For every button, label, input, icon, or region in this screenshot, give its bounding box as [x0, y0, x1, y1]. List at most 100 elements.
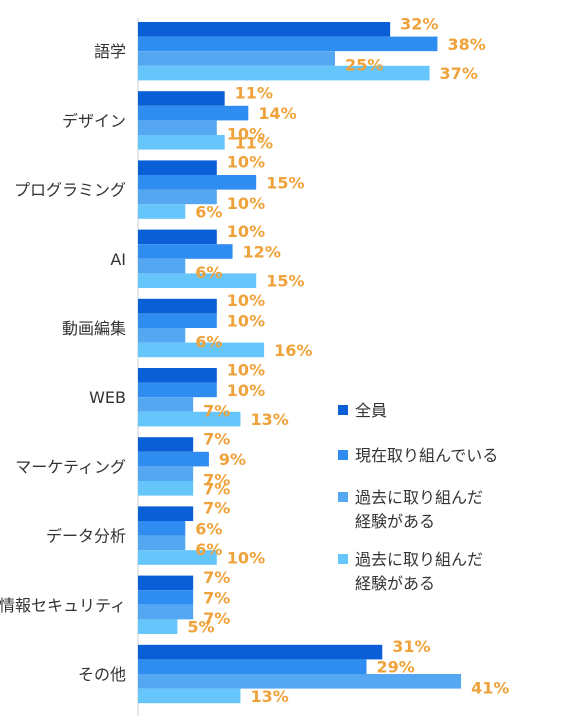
data-label: 6%	[195, 519, 222, 538]
bar	[138, 521, 186, 536]
data-label: 25%	[345, 56, 383, 75]
bar	[138, 229, 217, 245]
data-label: 7%	[203, 499, 230, 518]
data-label: 7%	[203, 402, 230, 421]
data-label: 7%	[203, 609, 230, 628]
bars	[138, 22, 462, 704]
bar	[138, 688, 241, 704]
data-label: 16%	[274, 341, 312, 360]
legend-label: 過去に取り組んだ	[355, 488, 483, 507]
bar	[138, 328, 186, 343]
data-label: 12%	[243, 243, 281, 262]
data-label: 10%	[227, 381, 265, 400]
category-label: AI	[110, 250, 126, 269]
bar	[138, 644, 383, 660]
bar	[138, 411, 241, 427]
bar	[138, 674, 462, 689]
data-label: 11%	[235, 84, 273, 103]
legend-label: 過去に取り組んだ	[355, 550, 483, 569]
bar	[138, 258, 186, 274]
category-label: 動画編集	[62, 319, 126, 338]
bar	[138, 189, 217, 205]
data-label: 10%	[227, 549, 265, 568]
legend-swatch	[338, 450, 348, 460]
bar	[138, 575, 194, 591]
bar	[138, 481, 194, 496]
category-label: 語学	[94, 42, 126, 61]
bar	[138, 397, 194, 412]
bar	[138, 135, 225, 150]
category-label: マーケティング	[15, 457, 126, 476]
data-label: 10%	[227, 153, 265, 172]
data-label: 7%	[203, 589, 230, 608]
data-label: 31%	[392, 637, 430, 656]
data-label: 7%	[203, 479, 230, 498]
category-label: プログラミング	[14, 181, 126, 200]
bar	[138, 105, 249, 121]
bar	[138, 342, 265, 358]
data-label: 15%	[266, 173, 304, 192]
bar	[138, 604, 194, 620]
bar	[138, 659, 367, 674]
bar	[138, 437, 194, 452]
bar	[138, 244, 233, 259]
bar	[138, 451, 209, 467]
bar	[138, 51, 335, 66]
legend-item: 全員	[338, 401, 387, 420]
category-label: デザイン	[62, 111, 126, 130]
bar	[138, 466, 194, 481]
bar	[138, 160, 217, 175]
bar	[138, 619, 178, 634]
data-label: 38%	[447, 35, 485, 54]
legend-label: 現在取り組んでいる	[355, 446, 498, 465]
data-label: 7%	[203, 471, 230, 490]
legend-label: 全員	[355, 401, 387, 420]
legend-swatch	[338, 405, 348, 415]
legend-swatch	[338, 554, 348, 564]
legend-item: 現在取り組んでいる	[338, 446, 498, 465]
data-label: 6%	[195, 203, 222, 222]
category-label: WEB	[89, 388, 126, 407]
bar	[138, 298, 217, 314]
bar	[138, 368, 217, 383]
bar	[138, 382, 217, 398]
bar	[138, 22, 391, 37]
data-label: 15%	[266, 272, 304, 291]
data-label: 32%	[400, 14, 438, 33]
legend-swatch	[338, 492, 348, 502]
data-label: 14%	[258, 104, 296, 123]
category-label: その他	[78, 665, 126, 684]
bar	[138, 91, 225, 106]
category-label: データ分析	[46, 527, 126, 546]
data-label: 10%	[227, 291, 265, 310]
data-label: 29%	[377, 658, 415, 677]
data-label: 10%	[227, 222, 265, 241]
legend-label: 経験がある	[355, 512, 435, 531]
bar	[138, 65, 430, 81]
bar	[138, 36, 438, 52]
data-label: 10%	[227, 360, 265, 379]
data-label: 6%	[195, 263, 222, 282]
bar	[138, 590, 194, 605]
legend-label: 経験がある	[355, 574, 435, 593]
bar	[138, 120, 217, 135]
data-label: 37%	[440, 64, 478, 83]
data-label: 13%	[250, 410, 288, 429]
bar	[138, 550, 217, 565]
bar	[138, 313, 217, 328]
data-label: 7%	[203, 568, 230, 587]
bar	[138, 175, 257, 190]
category-label: 情報セキュリティ	[0, 596, 126, 615]
data-label: 6%	[195, 332, 222, 351]
data-label: 10%	[227, 194, 265, 213]
bar	[138, 535, 186, 551]
bar	[138, 273, 257, 288]
data-label: 10%	[227, 125, 265, 144]
data-label: 13%	[250, 687, 288, 706]
data-label: 7%	[203, 430, 230, 449]
